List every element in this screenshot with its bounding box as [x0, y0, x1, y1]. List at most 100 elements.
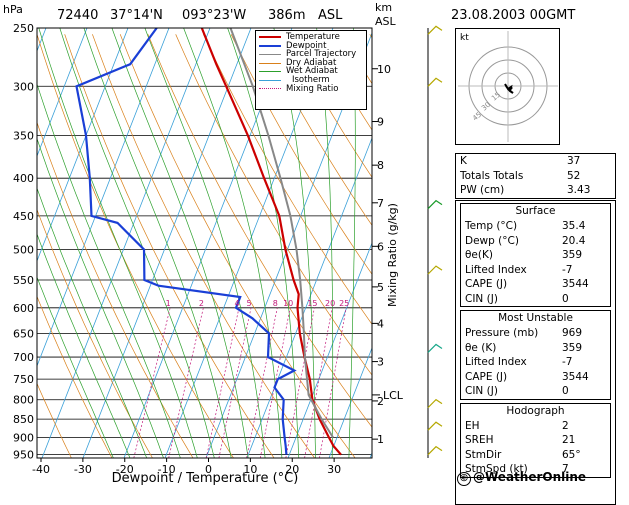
row-label: CAPE (J)	[465, 277, 507, 292]
pressure-tick-label: 850	[13, 413, 34, 426]
mixing-ratio-label: 5	[246, 299, 251, 308]
row-value: 359	[562, 248, 606, 263]
km-tick-label: 6	[377, 240, 384, 253]
km-tick-label: 10	[377, 63, 391, 76]
km-tick-label: 8	[377, 159, 384, 172]
table-row: CIN (J)0	[461, 292, 610, 307]
mixing-ratio-line	[134, 308, 170, 458]
wind-barb	[428, 422, 442, 430]
index-label: Totals Totals	[460, 169, 523, 184]
mixing-ratio-line	[206, 308, 239, 458]
legend-swatch	[259, 71, 281, 72]
pressure-tick-label: 250	[13, 22, 34, 35]
row-value: 0	[562, 384, 606, 399]
hodograph-plot: kt 15 30 45	[456, 29, 559, 144]
index-value: 37	[567, 154, 611, 169]
pressure-tick-label: 900	[13, 431, 34, 444]
index-label: K	[460, 154, 467, 169]
pressure-tick-label: 500	[13, 244, 34, 257]
index-row-k: K 37	[456, 154, 615, 169]
x-axis-title: Dewpoint / Temperature (°C)	[112, 471, 299, 486]
km-tick-label: 5	[377, 281, 384, 294]
station-id: 72440	[57, 8, 98, 23]
table-row: Dewp (°C)20.4	[461, 234, 610, 249]
hodograph-ring-label-45: 45	[471, 111, 483, 123]
hodograph-ring-label-15: 15	[490, 91, 502, 103]
km-label: km	[375, 1, 392, 14]
legend-item: Mixing Ratio	[259, 85, 366, 94]
mixing-ratio-label: 4	[234, 299, 239, 308]
pressure-tick-label: 750	[13, 373, 34, 386]
row-value: 3544	[562, 370, 606, 385]
pressure-tick-label: 800	[13, 394, 34, 407]
row-label: Temp (°C)	[465, 219, 517, 234]
pressure-tick-label: 300	[13, 80, 34, 93]
km-tick-label: 3	[377, 356, 384, 369]
row-value: -7	[562, 263, 606, 278]
temperature-tick-label: -40	[32, 463, 50, 476]
temperature-tick-label: 30	[327, 463, 341, 476]
row-label: Pressure (mb)	[465, 326, 538, 341]
dry-adiabat-line	[65, 34, 274, 458]
table-row: Pressure (mb) 969	[461, 326, 610, 341]
mixing-ratio-label: 15	[307, 299, 317, 308]
wind-barb	[428, 266, 442, 274]
dry-adiabat-line	[0, 34, 71, 458]
index-value: 3.43	[567, 183, 611, 198]
wind-barb	[428, 344, 442, 352]
credit-text[interactable]: ©@WeatherOnline	[457, 470, 586, 486]
index-row-tt: Totals Totals 52	[456, 169, 615, 184]
row-label: SREH	[465, 433, 494, 448]
pressure-tick-label: 350	[13, 130, 34, 143]
pressure-tick-label: 550	[13, 274, 34, 287]
legend-swatch	[259, 54, 281, 55]
table-row: CAPE (J) 3544	[461, 370, 610, 385]
mixing-ratio-label: 2	[199, 299, 204, 308]
pressure-tick-label: 400	[13, 172, 34, 185]
km-tick-label: 1	[377, 433, 384, 446]
wind-barb	[428, 447, 442, 455]
legend-swatch	[259, 36, 281, 38]
row-value: 2	[562, 419, 606, 434]
mixing-ratio-label: 20	[325, 299, 335, 308]
station-lon: 093°23'W	[182, 8, 246, 23]
station-elevation: 386m	[268, 8, 305, 23]
mixing-ratio-line	[247, 308, 278, 458]
row-value: -7	[562, 355, 606, 370]
wind-barb-column	[428, 26, 442, 458]
row-label: Lifted Index	[465, 355, 527, 370]
index-value: 52	[567, 169, 611, 184]
row-label: CIN (J)	[465, 292, 498, 307]
row-value: 3544	[562, 277, 606, 292]
stats-panel: Surface Temp (°C)35.4 Dewp (°C)20.4 θe(K…	[455, 200, 616, 505]
pressure-tick-label: 600	[13, 302, 34, 315]
most-unstable-section: Most Unstable Pressure (mb)969 θe (K)359…	[460, 310, 611, 400]
row-label: StmDir	[465, 448, 501, 463]
pressure-tick-label: 700	[13, 351, 34, 364]
station-asl: ASL	[318, 8, 343, 23]
wet-adiabat-line	[145, 28, 265, 458]
row-label: CAPE (J)	[465, 370, 507, 385]
km-tick-label: 7	[377, 197, 384, 210]
hodograph-ring-label-30: 30	[480, 101, 492, 113]
table-row: Lifted Index -7	[461, 355, 610, 370]
section-title: Most Unstable	[461, 311, 610, 326]
indices-table: K 37 Totals Totals 52 PW (cm) 3.43	[455, 153, 616, 199]
mixing-ratio-label: 25	[339, 299, 349, 308]
index-label: PW (cm)	[460, 183, 504, 198]
row-value: 969	[562, 326, 606, 341]
section-title: Surface	[461, 204, 610, 219]
table-row: Temp (°C)35.4	[461, 219, 610, 234]
copyright-icon: ©	[457, 472, 471, 486]
section-title: Hodograph	[461, 404, 610, 419]
km-asl-label: ASL	[375, 15, 397, 28]
lcl-label: LCL	[383, 389, 404, 402]
temperature-tick-label: -30	[74, 463, 92, 476]
table-row: θe(K)359	[461, 248, 610, 263]
row-label: CIN (J)	[465, 384, 498, 399]
mixing-ratio-label: 8	[273, 299, 278, 308]
